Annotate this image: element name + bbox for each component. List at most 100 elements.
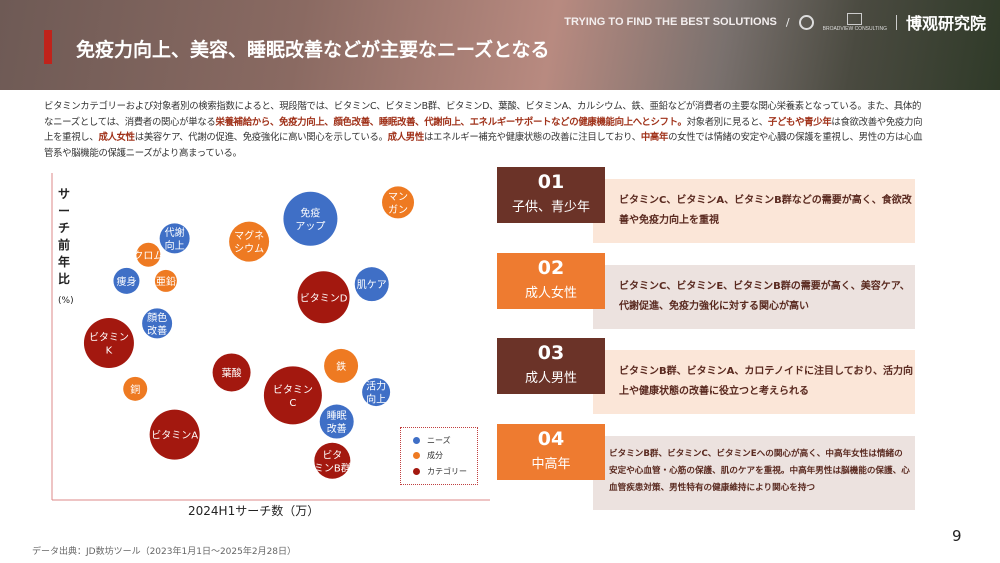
legend-dot-icon [413, 468, 420, 475]
tagline-separator: / [785, 15, 790, 29]
bubble-circle [319, 404, 354, 439]
logo-divider [895, 14, 897, 30]
bubble-circle [283, 191, 338, 246]
title-accent-bar [44, 30, 52, 64]
bubble-circle [354, 267, 389, 302]
bubble-label: 代謝 [165, 226, 185, 239]
bubble: ビタミンD [297, 271, 350, 324]
bubble-label: ビタミン [273, 384, 313, 396]
bubble: 肌ケア [354, 267, 389, 302]
segment-number: 01 [537, 171, 565, 193]
legend-item: 成分 [413, 450, 443, 461]
bubble: ビタミン K [83, 318, 134, 369]
bubble-label: 肌ケア [357, 279, 387, 291]
legend-dot-icon [413, 437, 420, 444]
bubble-label: 免疫 [300, 206, 320, 219]
bubble: 代謝向上 [159, 223, 190, 254]
bubble: ビタミンA [149, 409, 200, 460]
page-number: 9 [952, 527, 962, 545]
bubble: 顔色改善 [142, 308, 173, 339]
bubble-label: C [289, 398, 296, 409]
bubble: 葉酸 [212, 353, 251, 392]
tagline: TRYING TO FIND THE BEST SOLUTIONS [564, 16, 777, 28]
bubble-label: クロム [133, 250, 163, 262]
logo-ring-icon [798, 14, 814, 30]
bubble-label: アップ [295, 220, 325, 232]
body-text: 対象者別に見ると、 [686, 116, 769, 128]
highlight-text: 子どもや青少年 [767, 116, 832, 128]
brand-bar: TRYING TO FIND THE BEST SOLUTIONS / BROA… [564, 8, 986, 36]
legend-label: カテゴリー [427, 467, 467, 476]
legend-item: カテゴリー [413, 466, 467, 477]
bubble: 活力向上 [362, 378, 391, 407]
bubble-label: ビタミンA [151, 430, 198, 442]
data-source: データ出典：JD数坊ツール（2023年1月1日～2025年2月28日） [32, 547, 297, 557]
bubble: 銅 [123, 376, 148, 401]
bubble-circle [362, 378, 391, 407]
bubble-label: 銅 [130, 383, 140, 396]
brand-mark-text: BROADVIEW CONSULTING [822, 25, 887, 32]
bubble: 亜鉛 [154, 269, 177, 292]
bubble-label: 亜鉛 [156, 275, 176, 288]
bubble-label: マグネ [234, 229, 264, 242]
segment-group: 子供、青少年 [511, 200, 590, 215]
bubble-circle [159, 223, 190, 254]
brand-name: 博观研究院 [905, 14, 986, 33]
logo-mark: BROADVIEW CONSULTING [822, 12, 887, 32]
highlight-text: 栄養補給から、免疫力向上、顔色改善、睡眠改善、代謝向上、エネルギーサポートなどの… [215, 116, 687, 128]
body-text: は美容ケア、代謝の促進、免疫強化に高い関心を示している。 [134, 132, 388, 143]
bubble: ビタミンB群 [314, 442, 351, 479]
bubble: ビタミン C [263, 366, 322, 425]
segment-label: 03 成人男性 [497, 338, 605, 394]
body-text: はエネルギー補充や健康状態の改善に注目しており、 [423, 132, 641, 143]
bubble-label: 改善 [147, 324, 167, 337]
highlight-text: 中高年 [640, 132, 669, 143]
bubble-label: 改善 [327, 422, 347, 435]
bubble-circle [314, 442, 351, 479]
segment-group: 中高年 [531, 457, 571, 472]
highlight-text: 成人女性 [98, 132, 135, 143]
bubble-circle [382, 186, 415, 219]
bubble-label: マン [388, 192, 408, 203]
bubble-circle [149, 409, 200, 460]
bubble-label: 睡眠 [327, 409, 347, 422]
segment-description: ビタミンB群、ビタミンC、ビタミンEへの関心が高く、中高年女性は情緒の安定や心血… [593, 436, 915, 510]
bubble-label: 活力 [366, 380, 386, 393]
segment-description: ビタミンB群、ビタミンA、カロテノイドに注目しており、活力向上や健康状態の改善に… [593, 350, 915, 414]
chart-legend: ニーズ 成分 カテゴリー [400, 427, 478, 485]
body-text: は食欲改善や免疫力向上を重視し、 [44, 116, 923, 144]
bubble-label: ビタミンD [300, 292, 348, 304]
bubble-label: シウム [234, 243, 264, 255]
bubble-label: ビタ [322, 449, 342, 461]
legend-dot-icon [413, 452, 420, 459]
segment-number: 04 [537, 428, 565, 450]
y-axis-unit: (%) [58, 296, 74, 306]
bubble-circle [113, 267, 140, 294]
bubble-circle [297, 271, 350, 324]
bubble-circle [154, 269, 177, 292]
logo-mark-icon [847, 12, 863, 25]
bubble-circle [142, 308, 173, 339]
bubble-circle [263, 366, 322, 425]
bubble-label: 鉄 [336, 360, 346, 373]
segment-label: 02 成人女性 [497, 253, 605, 309]
bubble: 睡眠改善 [319, 404, 354, 439]
bubble-label: 向上 [366, 393, 386, 406]
segment-label: 01 子供、青少年 [497, 167, 605, 223]
bubble-label: 痩身 [116, 275, 136, 288]
bubble-circle [212, 353, 251, 392]
bubble-circle [229, 221, 270, 262]
bubble-circle [123, 376, 148, 401]
segment-description: ビタミンC、ビタミンA、ビタミンB群などの需要が高く、食欲改善や免疫力向上を重視 [593, 179, 915, 243]
page-title: 免疫力向上、美容、睡眠改善などが主要なニーズとなる [76, 39, 550, 61]
bubble: クロム [133, 242, 163, 267]
bubble: 痩身 [113, 267, 140, 294]
bubble-circle [83, 318, 134, 369]
highlight-text: 成人男性 [387, 132, 425, 143]
segment-description: ビタミンC、ビタミンE、ビタミンB群の需要が高く、美容ケア、代謝促進、免疫力強化… [593, 265, 915, 329]
bubble-circle [324, 348, 359, 383]
